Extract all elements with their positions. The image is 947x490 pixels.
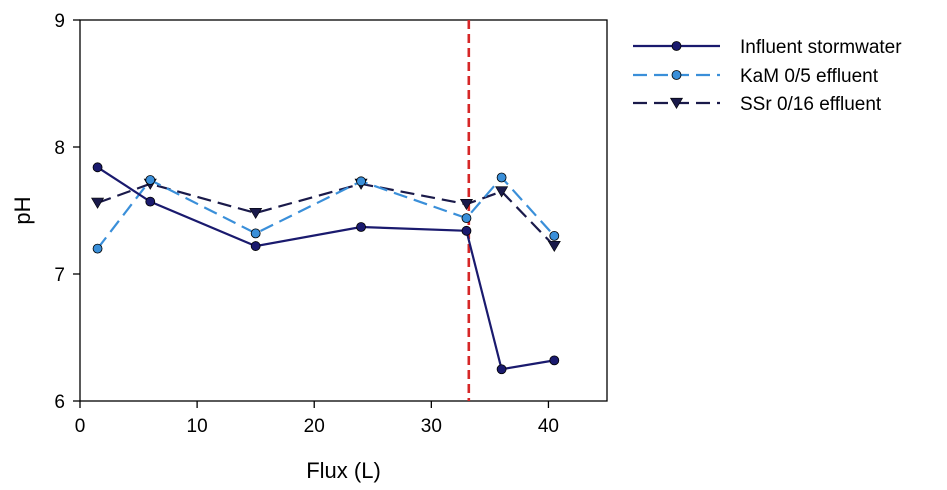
data-point — [91, 197, 105, 209]
x-axis: 0 10 20 30 40 — [75, 401, 559, 437]
plot-frame — [79, 19, 608, 402]
data-point — [496, 172, 507, 183]
y-tick-label: 7 — [54, 265, 65, 286]
data-point — [459, 199, 473, 211]
plot-border — [79, 19, 608, 402]
legend-item: SSr 0/16 effluent — [633, 94, 882, 115]
data-point — [249, 207, 263, 220]
data-point — [549, 355, 560, 366]
data-point — [549, 230, 560, 241]
legend-label: KaM 0/5 effluent — [740, 66, 879, 87]
x-tick-label: 0 — [75, 416, 86, 437]
legend-label: Influent stormwater — [740, 37, 902, 58]
data-point — [496, 364, 507, 375]
series-1 — [92, 172, 560, 254]
series-group — [91, 162, 561, 375]
y-axis-title: pH — [10, 196, 35, 224]
data-point — [145, 196, 156, 207]
legend-marker — [669, 97, 684, 109]
data-point — [92, 243, 103, 254]
data-point — [461, 213, 472, 224]
x-tick-label: 30 — [421, 416, 442, 437]
x-tick-label: 40 — [538, 416, 559, 437]
data-point — [145, 175, 156, 185]
legend-marker — [671, 70, 682, 80]
legend-item: KaM 0/5 effluent — [633, 66, 879, 87]
data-point — [356, 176, 366, 187]
x-tick-label: 20 — [304, 416, 325, 437]
legend-label: SSr 0/16 effluent — [740, 94, 882, 115]
series-line — [97, 182, 556, 247]
data-point — [547, 240, 561, 253]
data-point — [92, 162, 103, 173]
data-point — [356, 222, 366, 232]
data-point — [461, 225, 472, 236]
x-axis-title: Flux (L) — [306, 458, 381, 483]
y-tick-label: 8 — [54, 138, 65, 159]
legend: Influent stormwater KaM 0/5 effluent SSr 0… — [633, 37, 902, 115]
data-point — [250, 241, 261, 251]
legend-item: Influent stormwater — [633, 37, 902, 58]
y-tick-label: 9 — [54, 11, 65, 32]
y-tick-label: 6 — [54, 392, 65, 413]
series-0 — [92, 162, 560, 375]
data-point — [495, 186, 509, 198]
x-tick-label: 10 — [187, 416, 208, 437]
data-point — [250, 228, 261, 239]
y-axis: 6 7 8 9 — [54, 11, 80, 413]
legend-marker — [671, 41, 682, 51]
